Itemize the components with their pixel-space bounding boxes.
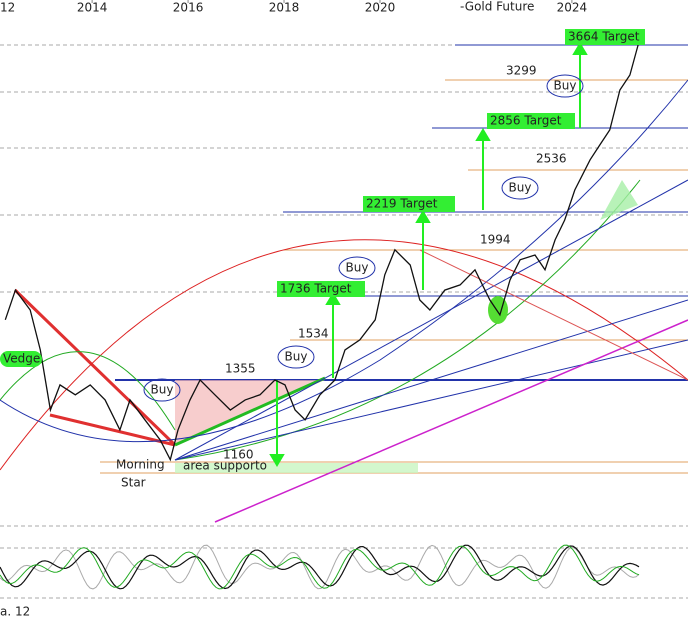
decor bbox=[0, 42, 688, 599]
buy-ellipse bbox=[546, 74, 584, 98]
target-box bbox=[277, 281, 365, 297]
oscillator bbox=[0, 544, 640, 590]
oscillator bbox=[0, 544, 640, 590]
annotation: Buy bbox=[346, 261, 369, 275]
price-line bbox=[4, 34, 641, 462]
x-tick-label: 2018 bbox=[269, 1, 300, 15]
x-tick-label: 2020 bbox=[365, 1, 396, 15]
annotation: 2219 Target bbox=[366, 197, 438, 211]
annotation: Star bbox=[121, 476, 146, 490]
x-tick-label: 12 bbox=[0, 1, 15, 15]
oscillator bbox=[0, 544, 640, 590]
annotation: Buy bbox=[554, 79, 577, 93]
annotation: 1736 Target bbox=[280, 282, 352, 296]
annotation: area supporto bbox=[183, 459, 267, 473]
annotation: 1160 bbox=[223, 448, 254, 462]
target-box bbox=[565, 29, 645, 45]
annotation: Morning bbox=[116, 458, 165, 472]
footer: a. 12 bbox=[0, 605, 30, 618]
annotation: 3299 bbox=[506, 64, 537, 78]
chart-title: -Gold Future bbox=[460, 0, 534, 14]
annotation: Buy bbox=[285, 350, 308, 364]
target-box bbox=[487, 113, 575, 129]
x-tick-label: 2014 bbox=[77, 1, 108, 15]
label-box bbox=[0, 351, 42, 367]
annotation: 1355 bbox=[225, 362, 256, 376]
buy-ellipse bbox=[143, 378, 181, 402]
annotation: Vedge bbox=[3, 352, 40, 366]
annotation: Buy bbox=[151, 383, 174, 397]
target-box bbox=[363, 196, 455, 212]
x-tick-label: 2024 bbox=[557, 1, 588, 15]
annotation: 2856 Target bbox=[490, 114, 562, 128]
x-tick-label: 2016 bbox=[173, 1, 204, 15]
buy-ellipse bbox=[338, 256, 376, 280]
annotation: 1994 bbox=[480, 233, 511, 247]
buy-ellipse bbox=[501, 176, 539, 200]
buy-ellipse bbox=[277, 345, 315, 369]
annotation: 1534 bbox=[298, 327, 329, 341]
annotation: 2536 bbox=[536, 152, 567, 166]
annotation: Buy bbox=[509, 181, 532, 195]
annotation: 3664 Target bbox=[568, 30, 640, 44]
